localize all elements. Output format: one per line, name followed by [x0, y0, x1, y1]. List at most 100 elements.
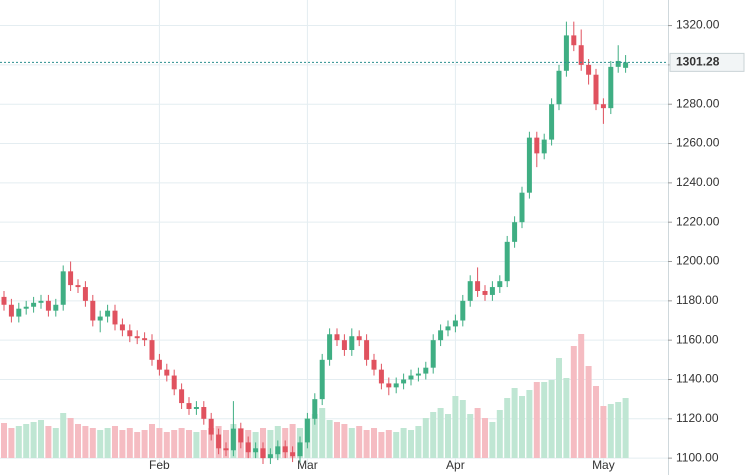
volume-bar: [104, 428, 111, 458]
volume-bar: [378, 432, 385, 458]
volume-bar: [452, 396, 459, 458]
volume-bar: [504, 398, 511, 458]
volume-bar: [112, 426, 118, 458]
volume-bar: [311, 414, 318, 458]
candle-body: [504, 241, 510, 282]
volume-bar: [319, 408, 326, 458]
candle-body: [467, 281, 473, 301]
volume-bar: [126, 428, 133, 458]
volume-bar: [119, 430, 126, 458]
candle-body: [460, 300, 466, 321]
y-tick-label: 1320.00: [676, 18, 720, 32]
candle-body: [290, 452, 296, 457]
volume-bar: [593, 386, 599, 458]
volume-bar: [496, 410, 503, 458]
candle-body: [489, 287, 495, 295]
volume-bar: [437, 408, 444, 458]
candle-body: [341, 340, 347, 350]
volume-bar: [15, 426, 22, 458]
volume-bar: [60, 413, 67, 458]
candle-body: [319, 359, 325, 400]
volume-bar: [38, 420, 44, 458]
candle-body: [90, 300, 96, 321]
volume-bar: [445, 414, 451, 458]
volume-bar: [200, 430, 207, 458]
candle-body: [97, 316, 103, 321]
volume-bar: [385, 430, 392, 458]
candle-body: [45, 300, 51, 311]
candle-body: [156, 359, 162, 370]
candle-body: [53, 304, 59, 311]
candle-body: [571, 35, 577, 46]
candle-body: [208, 418, 214, 435]
candle-body: [179, 389, 185, 404]
volume-bar: [134, 432, 141, 458]
candle-body: [334, 334, 340, 341]
volume-bar: [67, 418, 74, 458]
candle-body: [260, 448, 266, 459]
volume-bar: [193, 432, 200, 458]
candle-body: [230, 428, 236, 451]
candle-body: [297, 442, 303, 457]
y-tick-label: 1220.00: [676, 214, 720, 228]
candle-body: [16, 308, 22, 317]
candle-body: [245, 442, 251, 453]
candle-body: [60, 271, 66, 305]
candle-body: [423, 367, 429, 374]
candle-body: [563, 35, 569, 71]
volume-bar: [326, 420, 333, 458]
candle-body: [452, 320, 458, 327]
volume-bar: [334, 422, 340, 458]
candle-body: [312, 399, 318, 419]
candle-body: [253, 448, 259, 453]
volume-bar: [149, 424, 155, 458]
candle-body: [534, 137, 540, 154]
candle-body: [127, 330, 133, 337]
volume-bar: [511, 388, 518, 458]
y-tick-label: 1260.00: [676, 136, 720, 150]
y-tick-label: 1160.00: [676, 332, 719, 346]
volume-bar: [408, 430, 414, 458]
volume-bar: [371, 428, 377, 458]
candle-body: [364, 340, 370, 360]
volume-bar: [30, 422, 37, 458]
volume-bar: [622, 398, 629, 458]
candle-body: [142, 338, 148, 341]
volume-bar: [570, 346, 577, 458]
volume-bar: [533, 382, 540, 458]
candle-body: [608, 66, 614, 109]
candle-body: [216, 434, 222, 449]
volume-bar: [82, 426, 89, 458]
candle-body: [578, 45, 584, 65]
candle-body: [541, 139, 547, 154]
volume-bar: [171, 430, 178, 458]
volume-bar: [400, 428, 407, 458]
volume-bar: [422, 418, 429, 458]
candle-body: [134, 336, 140, 339]
candle-body: [105, 310, 111, 317]
candle-body: [171, 375, 177, 390]
volume-bar: [519, 396, 525, 458]
candle-body: [415, 373, 421, 376]
candle-body: [593, 74, 599, 105]
volume-bar: [89, 428, 96, 458]
candle-body: [497, 281, 503, 288]
candle-body: [119, 324, 125, 331]
candle-body: [8, 304, 14, 317]
candle-body: [430, 340, 436, 368]
candle-body: [556, 70, 562, 105]
candle-body: [304, 418, 310, 443]
volume-bar: [186, 430, 192, 458]
volume-bar: [482, 418, 488, 458]
candle-body: [526, 137, 532, 193]
candle-body: [386, 383, 392, 388]
candle-body: [223, 448, 229, 451]
candle-body: [327, 334, 333, 360]
volume-bar: [415, 426, 422, 458]
candle-body: [23, 306, 29, 309]
candle-body: [38, 300, 44, 303]
volume-bar: [348, 428, 355, 458]
candle-body: [393, 383, 399, 388]
